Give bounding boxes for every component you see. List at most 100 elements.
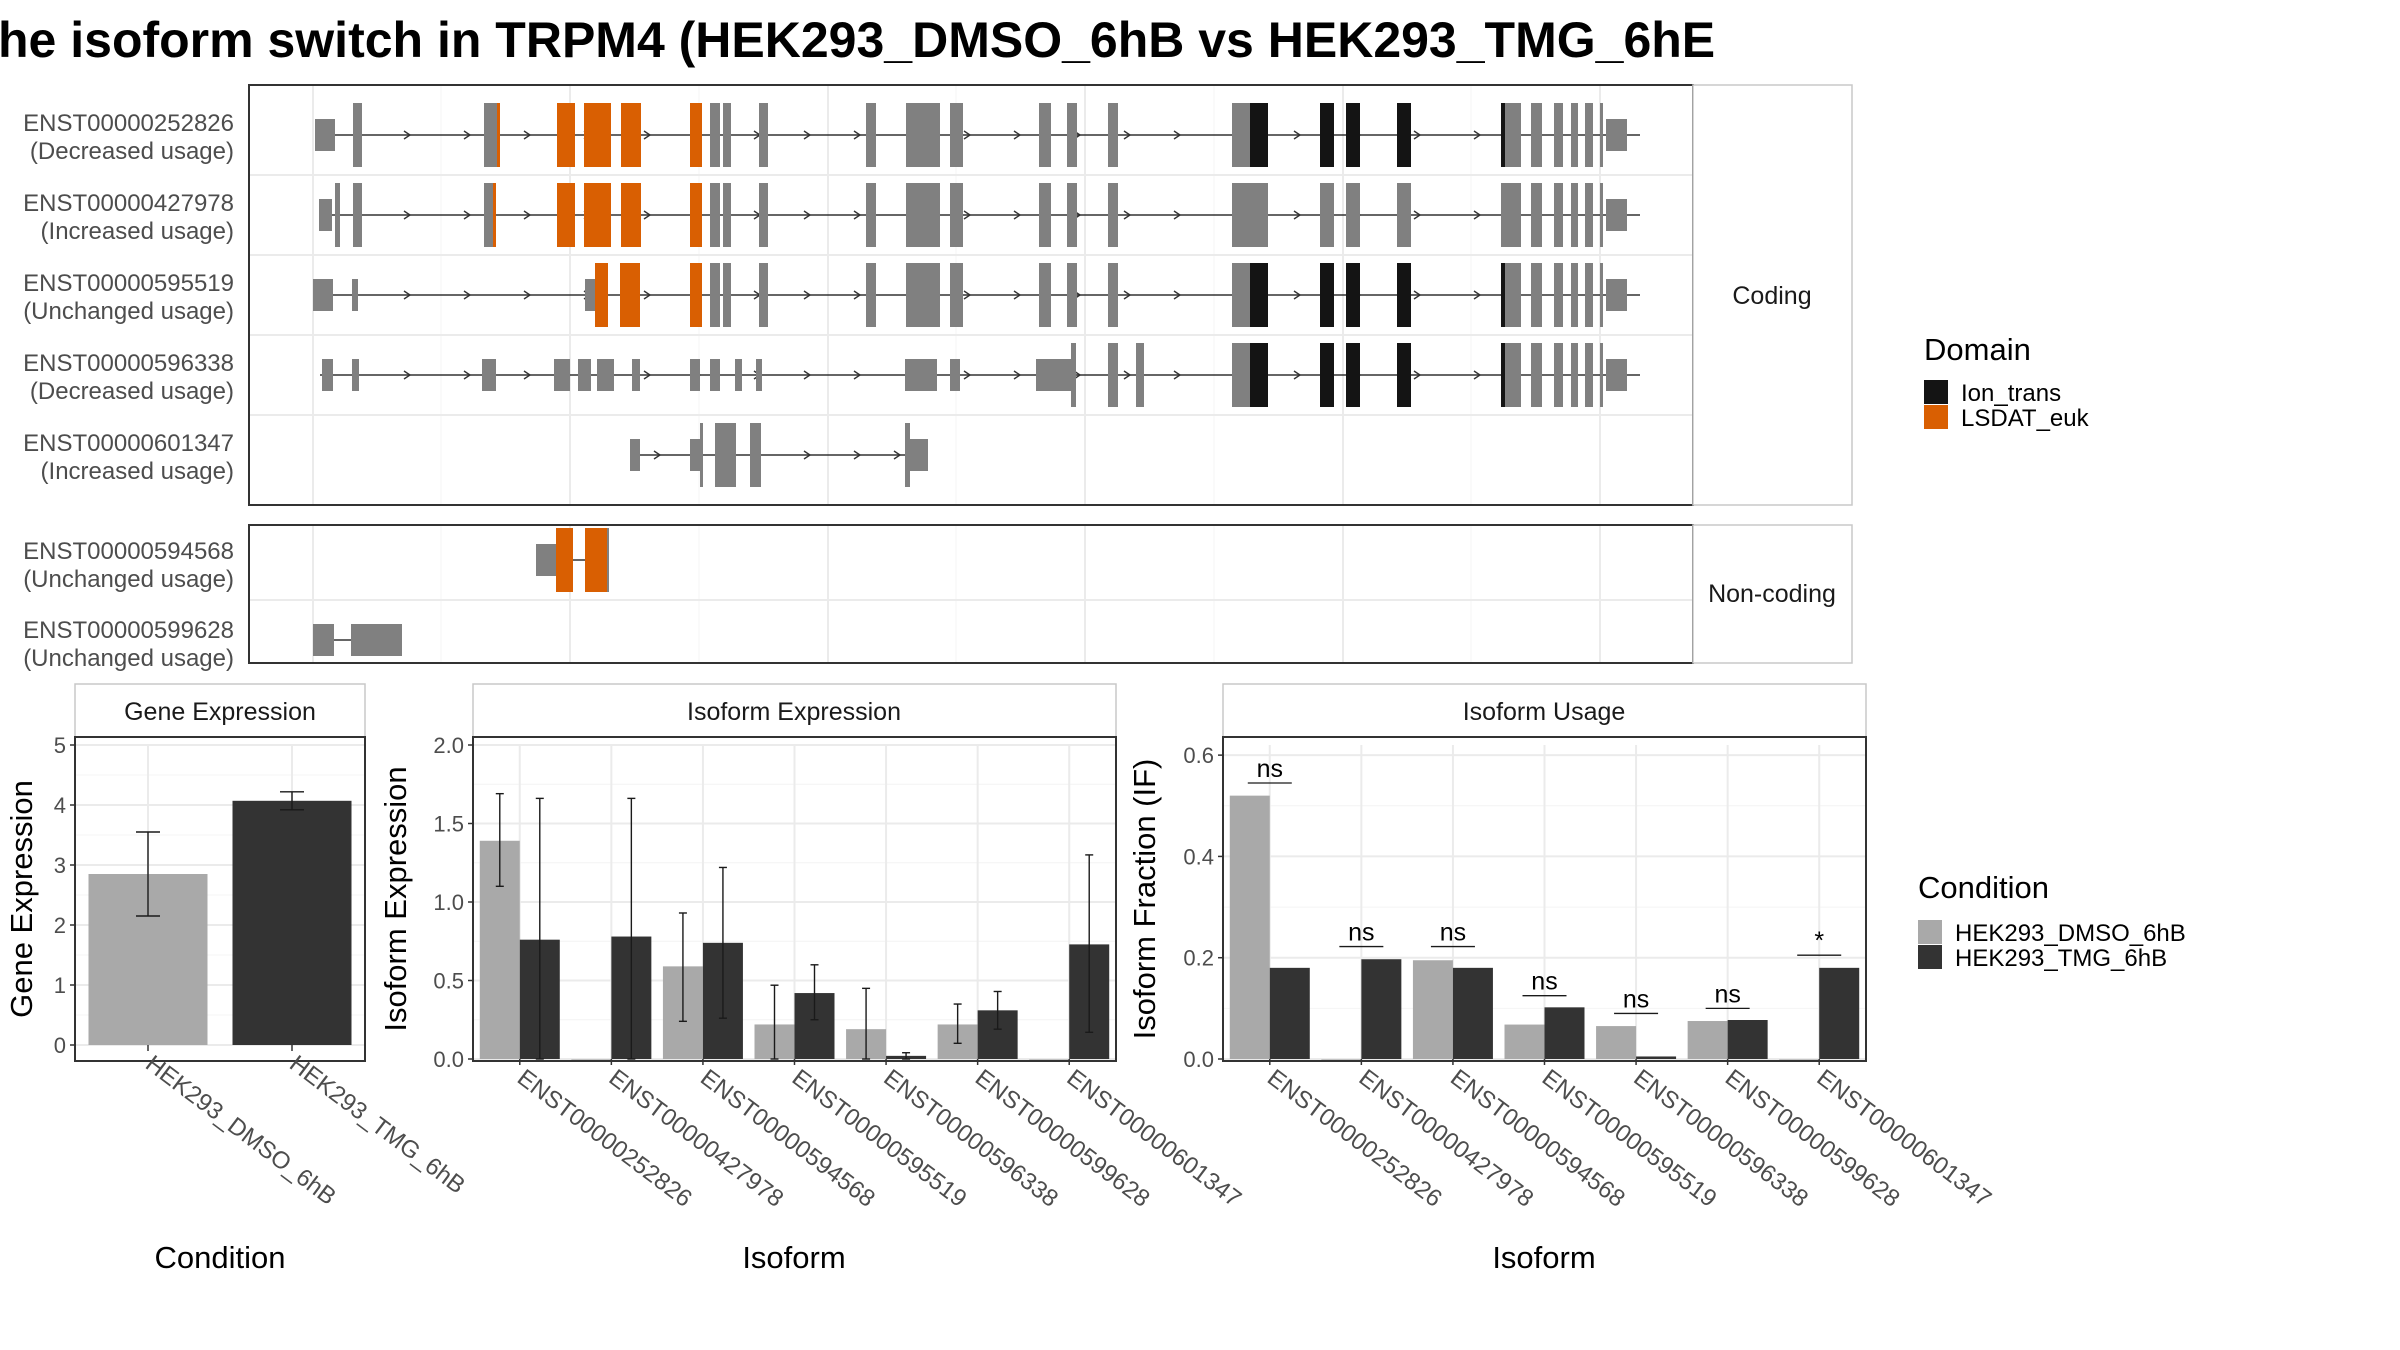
exon — [710, 263, 720, 327]
exon-ion-trans — [1320, 343, 1334, 407]
domain-legend: Domain Ion_trans LSDAT_euk — [1924, 332, 2090, 432]
exon — [1320, 183, 1334, 247]
exon — [690, 359, 700, 391]
exon-ion-trans — [1320, 263, 1334, 327]
exon — [905, 423, 910, 487]
intron-direction-arrow — [463, 370, 472, 380]
intron-direction-arrow — [523, 370, 532, 380]
exon — [866, 183, 876, 247]
intron-direction-arrow — [1473, 130, 1482, 140]
exon — [950, 183, 963, 247]
bar — [1452, 967, 1493, 1059]
y-tick-label: 0.0 — [433, 1047, 464, 1072]
exon — [353, 183, 362, 247]
intron-direction-arrow — [1413, 370, 1422, 380]
exon-lsdat-euk — [621, 183, 641, 247]
isoform-usage: (Increased usage) — [41, 218, 234, 245]
exon — [319, 199, 332, 231]
intron-direction-arrow — [1173, 130, 1182, 140]
intron-direction-arrow — [1013, 370, 1022, 380]
y-tick-label: 3 — [54, 853, 66, 878]
exon-ion-trans — [1250, 343, 1268, 407]
y-tick-label: 1.5 — [433, 812, 464, 837]
intron-direction-arrow — [1413, 130, 1422, 140]
isoform-usage: (Unchanged usage) — [23, 645, 234, 672]
exon — [910, 439, 928, 471]
intron-direction-arrow — [403, 130, 412, 140]
exon — [905, 359, 937, 391]
exon — [352, 279, 358, 311]
intron-direction-arrow — [853, 130, 862, 140]
exon — [735, 359, 742, 391]
exon — [597, 359, 614, 391]
x-axis-title: Isoform — [742, 1240, 845, 1275]
exon — [906, 103, 940, 167]
exon-ion-trans — [1250, 263, 1268, 327]
exon — [1108, 263, 1118, 327]
y-axis-title: Gene Expression — [4, 780, 39, 1018]
intron-direction-arrow — [643, 370, 652, 380]
isoform-usage: (Unchanged usage) — [23, 566, 234, 593]
y-tick-label: 5 — [54, 733, 66, 758]
intron-direction-arrow — [1293, 290, 1302, 300]
intron-direction-arrow — [963, 210, 972, 220]
exon — [335, 183, 340, 247]
intron-direction-arrow — [853, 370, 862, 380]
exon-lsdat-euk — [493, 183, 496, 247]
exon — [1232, 103, 1250, 167]
exon — [723, 183, 731, 247]
noncoding-panel-border — [248, 524, 1694, 664]
chart-strip — [1222, 683, 1867, 738]
intron-direction-arrow — [853, 210, 862, 220]
exon — [313, 279, 333, 311]
exon — [756, 359, 762, 391]
intron-direction-arrow — [523, 290, 532, 300]
bar — [1727, 1020, 1768, 1059]
isoform-usage: (Increased usage) — [41, 458, 234, 485]
isoform-usage: (Unchanged usage) — [23, 298, 234, 325]
intron-direction-arrow — [643, 130, 652, 140]
exon — [1554, 343, 1563, 407]
exon-ion-trans — [1397, 343, 1411, 407]
legend-swatch-ion-trans — [1924, 380, 1948, 404]
exon — [578, 359, 591, 391]
exon — [1600, 183, 1603, 247]
bar — [1412, 960, 1453, 1059]
exon-ion-trans — [1501, 263, 1505, 327]
significance-label: ns — [1531, 968, 1557, 996]
intron-direction-arrow — [643, 210, 652, 220]
y-tick-label: 0 — [54, 1033, 66, 1058]
intron-direction-arrow — [1413, 290, 1422, 300]
exon-lsdat-euk — [584, 183, 611, 247]
exon-lsdat-euk — [595, 263, 608, 327]
intron-direction-arrow — [963, 370, 972, 380]
intron-direction-arrow — [853, 450, 862, 460]
chart-title: Isoform Expression — [687, 698, 901, 726]
exon — [1600, 103, 1603, 167]
y-tick-label: 0.0 — [1183, 1047, 1214, 1072]
exon — [1571, 343, 1578, 407]
exon — [750, 423, 761, 487]
condition-legend: Condition HEK293_DMSO_6hB HEK293_TMG_6hB — [1918, 870, 2186, 972]
significance-label: * — [1814, 927, 1824, 955]
exon-lsdat-euk — [690, 263, 702, 327]
structure-panel-coding: Coding — [248, 84, 1853, 506]
exon-ion-trans — [1346, 103, 1360, 167]
exon-ion-trans — [1346, 343, 1360, 407]
bar — [1636, 1056, 1677, 1059]
legend-swatch-tmg — [1918, 945, 1942, 969]
isoform-usage-chart: Isoform Usage ns ns ns ns ns ns * 0.0 0.2 0.4 0.6… — [1127, 683, 1996, 1275]
exon — [866, 263, 876, 327]
exon-ion-trans — [1397, 263, 1411, 327]
y-tick-label: 4 — [54, 793, 66, 818]
exon — [632, 359, 640, 391]
significance-label: ns — [1714, 980, 1740, 1008]
bar — [1029, 1059, 1070, 1060]
y-tick-label: 0.5 — [433, 969, 464, 994]
chart-title: Isoform Usage — [1463, 698, 1626, 726]
exon — [482, 359, 496, 391]
coding-strip-label: Coding — [1732, 282, 1811, 310]
isoform-usage: (Decreased usage) — [30, 378, 234, 405]
exon — [1039, 103, 1051, 167]
significance-label: ns — [1623, 985, 1649, 1013]
